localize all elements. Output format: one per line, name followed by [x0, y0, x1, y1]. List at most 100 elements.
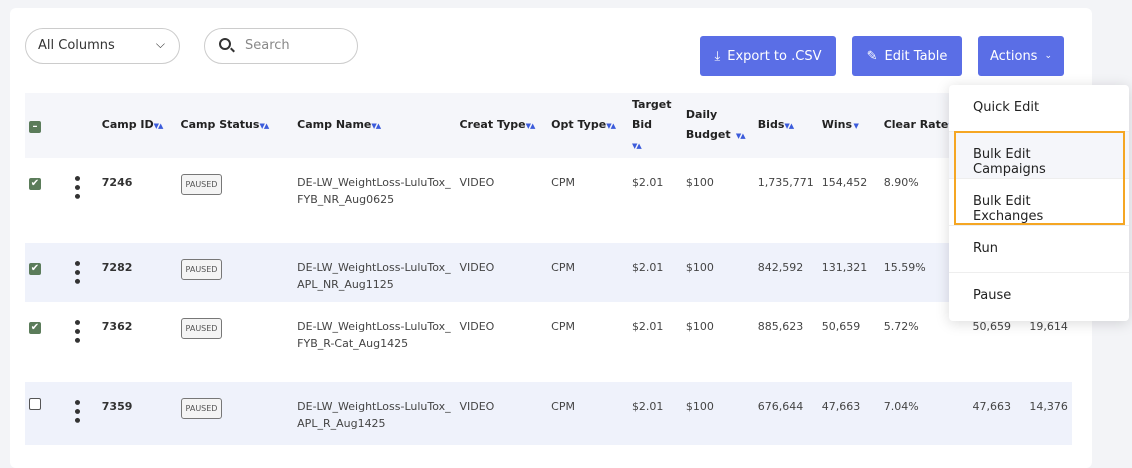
- table-row: ✔ ••• 7246 PAUSED DE-LW_WeightLoss-LuluTox_F…: [25, 158, 1072, 243]
- cell-value: 885,623: [757, 320, 804, 333]
- cell-value: 7359: [101, 400, 133, 413]
- cell-value: 14,376: [1029, 400, 1068, 413]
- cell: 47,663: [817, 382, 880, 445]
- sort-icon[interactable]: ▼: [852, 122, 859, 130]
- menu-item[interactable]: Quick Edit: [949, 85, 1129, 132]
- search-icon: [219, 38, 231, 50]
- column-header[interactable]: Target Bid ▼▲: [627, 93, 682, 158]
- row-select-cell: [25, 382, 67, 445]
- column-header[interactable]: Camp Name▼▲: [293, 93, 456, 158]
- actions-menu: Quick Edit Bulk Edit Campaigns Bulk Edit E…: [949, 85, 1129, 321]
- more-vertical-icon[interactable]: •••: [67, 398, 84, 425]
- cell-value: $100: [685, 261, 714, 274]
- cell-value: 842,592: [757, 261, 804, 274]
- column-header[interactable]: Camp Status▼▲: [176, 93, 294, 158]
- sort-icon[interactable]: ▼▲: [784, 122, 794, 130]
- cell: CPM: [547, 382, 628, 445]
- column-select[interactable]: All Columns ⌵: [25, 28, 180, 64]
- menu-item[interactable]: Pause: [973, 288, 1012, 303]
- cell-value: 7246: [101, 176, 133, 189]
- column-header[interactable]: Wins ▼: [817, 93, 880, 158]
- sort-icon[interactable]: ▼▲: [735, 132, 746, 140]
- cell-value: $100: [685, 400, 714, 413]
- cell: VIDEO: [455, 158, 547, 243]
- menu-item[interactable]: Bulk Edit Campaigns: [949, 132, 1129, 179]
- cell: VIDEO: [455, 302, 547, 382]
- cell: 676,644: [753, 382, 818, 445]
- row-checkbox[interactable]: ✔: [29, 263, 41, 275]
- cell-value: 47,663: [972, 400, 1011, 413]
- select-all-checkbox[interactable]: –: [29, 120, 41, 133]
- actions-button[interactable]: Actions ⌄: [978, 36, 1064, 76]
- sort-icon[interactable]: ▼▲: [371, 122, 381, 130]
- search-placeholder: Search: [245, 38, 290, 53]
- sort-icon[interactable]: ▼▲: [153, 122, 164, 130]
- sort-icon[interactable]: ▼▲: [259, 122, 269, 130]
- cell-value: VIDEO: [459, 176, 495, 189]
- row-checkbox[interactable]: ✔: [29, 178, 41, 190]
- cell-value: $2.01: [631, 176, 664, 189]
- header-label: Clear Rate: [883, 118, 949, 131]
- export-label: Export to .CSV: [727, 48, 822, 64]
- sort-icon[interactable]: ▼▲: [606, 122, 616, 130]
- cell: $100: [681, 382, 754, 445]
- header-label: Camp ID: [101, 118, 154, 131]
- cell: $2.01: [627, 243, 682, 302]
- cell: $100: [682, 158, 754, 243]
- cell-value: 131,321: [821, 261, 868, 274]
- cell: 7282: [97, 243, 177, 302]
- column-header[interactable]: Opt Type▼▲: [547, 93, 628, 158]
- cell: 7362: [98, 302, 177, 382]
- more-vertical-icon[interactable]: •••: [67, 174, 84, 201]
- cell: 14,376: [1025, 382, 1072, 445]
- table-row: ✔ ••• 7362 PAUSED DE-LW_WeightLoss-LuluTox_F…: [25, 302, 1072, 382]
- column-header[interactable]: Bids▼▲: [753, 93, 818, 158]
- cell-value: 5.72%: [883, 320, 919, 333]
- cell: 19,614: [1025, 302, 1072, 382]
- edit-table-button[interactable]: ✎ Edit Table: [852, 36, 962, 76]
- column-header[interactable]: Camp ID▼▲: [97, 93, 177, 158]
- cell: 154,452: [818, 158, 880, 243]
- cell-value: DE-LW_WeightLoss-LuluTox_APL_NR_Aug1125: [297, 261, 451, 291]
- more-vertical-icon[interactable]: •••: [67, 318, 84, 345]
- row-checkbox[interactable]: ✔: [29, 322, 41, 334]
- cell: CPM: [547, 158, 628, 243]
- chevron-down-icon: ⌵: [155, 37, 165, 51]
- cell: PAUSED: [177, 158, 294, 243]
- header-label: Target Bid: [631, 98, 672, 131]
- more-vertical-icon[interactable]: •••: [67, 259, 84, 286]
- status-badge: PAUSED: [180, 318, 223, 339]
- cell-value: DE-LW_WeightLoss-LuluTox_APL_R_Aug1425: [297, 400, 451, 430]
- menu-item[interactable]: Run: [949, 226, 1129, 273]
- column-header[interactable]: Creat Type▼▲: [455, 93, 548, 158]
- sort-icon[interactable]: ▼▲: [525, 122, 536, 130]
- row-checkbox[interactable]: [29, 398, 41, 410]
- actions-label: Actions: [989, 48, 1038, 64]
- highlight-box: [954, 131, 1125, 225]
- menu-item[interactable]: Bulk Edit Exchanges: [949, 179, 1129, 226]
- cell: 1,735,771: [754, 158, 818, 243]
- header-label: Creat Type: [459, 118, 526, 131]
- cell-value: $100: [685, 176, 714, 189]
- cell-value: $2.01: [631, 261, 664, 274]
- table-row: ••• 7359 PAUSED DE-LW_WeightLoss-LuluTox_AP…: [25, 382, 1072, 445]
- cell: CPM: [547, 302, 628, 382]
- row-select-cell: ✔: [25, 243, 67, 302]
- sort-icon[interactable]: ▼▲: [631, 142, 642, 150]
- header-label: Opt Type: [551, 118, 607, 131]
- cell-value: 15.59%: [883, 261, 926, 274]
- search-input[interactable]: Search: [204, 28, 358, 64]
- cell-value: 7.04%: [883, 400, 919, 413]
- column-select-value: All Columns: [38, 38, 115, 53]
- row-menu-cell: •••: [67, 158, 98, 243]
- cell: 7246: [98, 158, 177, 243]
- cell: 885,623: [754, 302, 818, 382]
- cell-value: VIDEO: [459, 261, 495, 274]
- export-csv-button[interactable]: ⤓ Export to .CSV: [700, 36, 836, 76]
- cell: $2.01: [628, 302, 682, 382]
- row-select-cell: ✔: [25, 302, 67, 382]
- status-badge: PAUSED: [180, 174, 223, 195]
- column-header[interactable]: Daily Budget ▼▲: [681, 93, 754, 158]
- row-select-cell: ✔: [25, 158, 67, 243]
- header-label: Wins: [821, 118, 853, 131]
